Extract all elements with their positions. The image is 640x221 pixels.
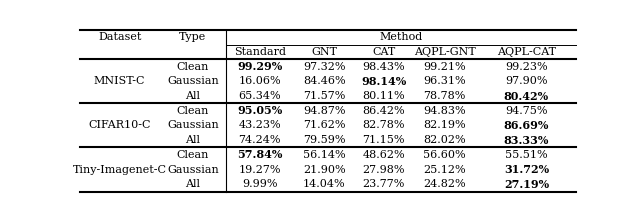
Text: 56.14%: 56.14% [303, 150, 346, 160]
Text: All: All [186, 179, 200, 189]
Text: AQPL-CAT: AQPL-CAT [497, 47, 556, 57]
Text: 84.46%: 84.46% [303, 76, 346, 86]
Text: Tiny-Imagenet-C: Tiny-Imagenet-C [73, 165, 166, 175]
Text: 48.62%: 48.62% [362, 150, 405, 160]
Text: MNIST-C: MNIST-C [94, 76, 145, 86]
Text: 82.19%: 82.19% [423, 120, 466, 130]
Text: 56.60%: 56.60% [423, 150, 466, 160]
Text: 94.83%: 94.83% [423, 106, 466, 116]
Text: 94.87%: 94.87% [303, 106, 346, 116]
Text: 19.27%: 19.27% [239, 165, 281, 175]
Text: Clean: Clean [177, 106, 209, 116]
Text: 83.33%: 83.33% [504, 135, 549, 146]
Text: 31.72%: 31.72% [504, 164, 549, 175]
Text: All: All [186, 91, 200, 101]
Text: 43.23%: 43.23% [239, 120, 281, 130]
Text: 97.32%: 97.32% [303, 62, 346, 72]
Text: 98.43%: 98.43% [362, 62, 405, 72]
Text: 65.34%: 65.34% [239, 91, 281, 101]
Text: 80.42%: 80.42% [504, 91, 549, 102]
Text: 99.23%: 99.23% [505, 62, 548, 72]
Text: 24.82%: 24.82% [423, 179, 466, 189]
Text: 21.90%: 21.90% [303, 165, 346, 175]
Text: Standard: Standard [234, 47, 286, 57]
Text: Type: Type [179, 32, 207, 42]
Text: 16.06%: 16.06% [239, 76, 281, 86]
Text: 27.19%: 27.19% [504, 179, 549, 190]
Text: 80.11%: 80.11% [362, 91, 405, 101]
Text: 25.12%: 25.12% [423, 165, 466, 175]
Text: GNT: GNT [311, 47, 337, 57]
Text: Clean: Clean [177, 62, 209, 72]
Text: AQPL-GNT: AQPL-GNT [413, 47, 476, 57]
Text: 57.84%: 57.84% [237, 149, 282, 160]
Text: 95.05%: 95.05% [237, 105, 282, 116]
Text: Clean: Clean [177, 150, 209, 160]
Text: 9.99%: 9.99% [242, 179, 278, 189]
Text: 98.14%: 98.14% [361, 76, 406, 87]
Text: Gaussian: Gaussian [167, 76, 219, 86]
Text: All: All [186, 135, 200, 145]
Text: 79.59%: 79.59% [303, 135, 346, 145]
Text: 82.02%: 82.02% [423, 135, 466, 145]
Text: 86.69%: 86.69% [504, 120, 549, 131]
Text: 97.90%: 97.90% [505, 76, 548, 86]
Text: 27.98%: 27.98% [362, 165, 405, 175]
Text: 71.57%: 71.57% [303, 91, 346, 101]
Text: 74.24%: 74.24% [239, 135, 281, 145]
Text: CIFAR10-C: CIFAR10-C [88, 120, 151, 130]
Text: Gaussian: Gaussian [167, 165, 219, 175]
Text: 71.62%: 71.62% [303, 120, 346, 130]
Text: Gaussian: Gaussian [167, 120, 219, 130]
Text: 86.42%: 86.42% [362, 106, 405, 116]
Text: 99.21%: 99.21% [423, 62, 466, 72]
Text: 14.04%: 14.04% [303, 179, 346, 189]
Text: Method: Method [380, 32, 423, 42]
Text: 82.78%: 82.78% [362, 120, 405, 130]
Text: 99.29%: 99.29% [237, 61, 282, 72]
Text: 78.78%: 78.78% [424, 91, 466, 101]
Text: CAT: CAT [372, 47, 396, 57]
Text: 71.15%: 71.15% [362, 135, 405, 145]
Text: 23.77%: 23.77% [363, 179, 405, 189]
Text: Dataset: Dataset [98, 32, 141, 42]
Text: 96.31%: 96.31% [423, 76, 466, 86]
Text: 94.75%: 94.75% [505, 106, 548, 116]
Text: 55.51%: 55.51% [505, 150, 548, 160]
